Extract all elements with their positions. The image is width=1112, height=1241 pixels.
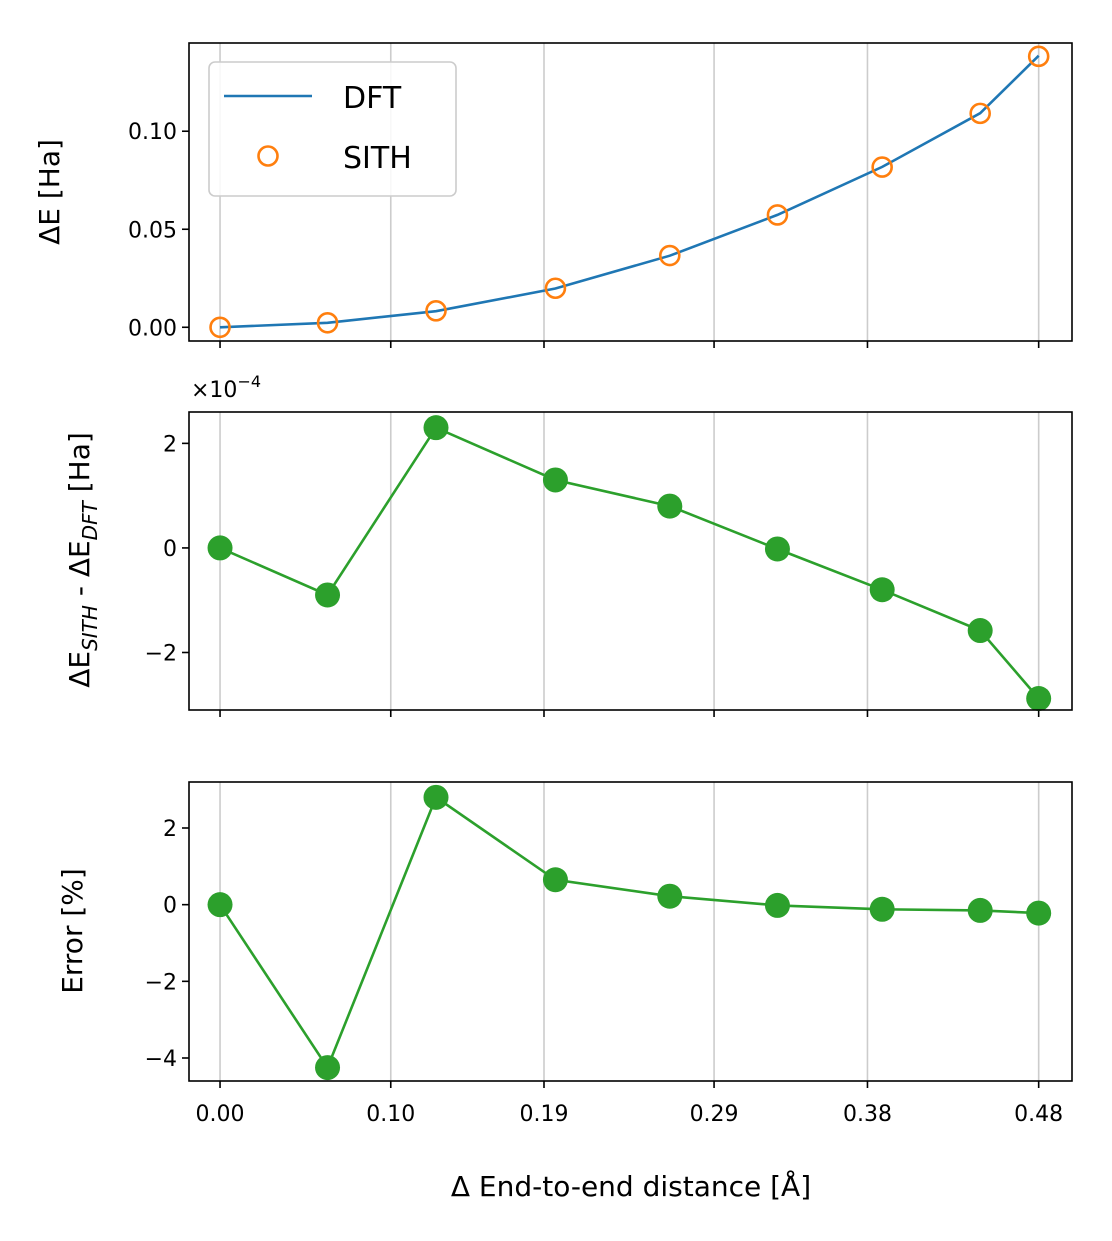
middle-data-point: [315, 582, 341, 608]
middle-y-tick-label: 2: [163, 432, 177, 457]
top-y-axis-label: ΔE [Ha]: [33, 139, 66, 245]
bottom-data-point: [207, 892, 233, 918]
top-sith-point: [316, 311, 339, 334]
middle-y-label-subscript: SITH: [78, 605, 102, 651]
middle-plot-frame: [188, 411, 1073, 711]
middle-panel: −2 0 2: [145, 411, 1073, 717]
bottom-data-point: [967, 897, 993, 923]
bottom-data-point: [315, 1055, 341, 1081]
middle-data-point: [207, 535, 233, 561]
top-sith-point: [658, 244, 681, 267]
bottom-y-tick-label: 0: [163, 894, 177, 919]
top-y-tick-label: 0.00: [128, 316, 177, 341]
middle-y-label-part: [Ha]: [63, 432, 96, 501]
x-tick-label: 0.48: [1014, 1102, 1063, 1127]
middle-data-point: [657, 493, 683, 519]
x-axis-label: Δ End-to-end distance [Å]: [451, 1169, 811, 1203]
middle-data-point: [764, 536, 790, 562]
legend-dft-label: DFT: [343, 81, 402, 116]
bottom-y-tick-label: −4: [145, 1047, 177, 1072]
top-plot-frame: [188, 42, 1073, 342]
bottom-y-axis-label: Error [%]: [56, 868, 89, 994]
middle-series-line: [219, 426, 1040, 700]
top-y-tick-label: 0.10: [128, 120, 177, 145]
bottom-plot-frame: [188, 781, 1073, 1082]
legend-box: [208, 61, 457, 197]
bottom-data-point: [1026, 900, 1052, 926]
bottom-data-point: [423, 784, 449, 810]
middle-y-label-part: ΔE: [63, 651, 96, 688]
bottom-data-point: [657, 883, 683, 909]
top-y-tick-label: 0.05: [128, 218, 177, 243]
middle-y-tick-label: −2: [145, 641, 177, 666]
bottom-y-tick-label: 2: [163, 817, 177, 842]
top-sith-point: [1027, 45, 1050, 68]
middle-y-tick-label: 0: [163, 537, 177, 562]
middle-data-point: [1026, 685, 1052, 711]
top-panel: 0.00 0.05 0.10 DFT SITH: [128, 42, 1073, 348]
middle-y-axis-label: ΔESITH - ΔEDFT [Ha]: [63, 432, 102, 688]
middle-y-label-subscript: DFT: [78, 499, 102, 540]
top-sith-point: [544, 277, 567, 300]
scale-prefix: ×10: [191, 378, 237, 403]
middle-data-point: [423, 415, 449, 441]
x-tick-label: 0.10: [366, 1102, 415, 1127]
legend-sith-swatch: [257, 145, 279, 167]
bottom-panel: −4 −2 0 2 0.00 0.10 0.19 0.29 0.38 0.48: [145, 781, 1073, 1127]
bottom-data-point: [764, 892, 790, 918]
top-sith-point: [425, 300, 447, 322]
top-sith-point: [871, 156, 893, 178]
middle-y-label-part: - ΔE: [63, 540, 96, 605]
middle-data-point: [542, 467, 568, 493]
x-tick-label: 0.38: [843, 1102, 892, 1127]
bottom-y-tick-label: −2: [145, 970, 177, 995]
middle-data-point: [869, 577, 895, 603]
top-sith-point: [969, 102, 991, 125]
x-tick-label: 0.29: [690, 1102, 739, 1127]
bottom-data-point: [869, 896, 895, 922]
middle-scale-factor: ×10−4: [191, 372, 261, 403]
bottom-data-point: [542, 867, 568, 893]
bottom-series-line: [218, 795, 1039, 1071]
legend-sith-label: SITH: [343, 141, 412, 176]
x-tick-label: 0.19: [520, 1102, 569, 1127]
middle-data-point: [967, 618, 993, 644]
scale-exponent: −4: [237, 372, 261, 391]
top-sith-point: [766, 204, 789, 226]
x-tick-label: 0.00: [196, 1102, 245, 1127]
legend: DFT SITH: [208, 61, 457, 197]
top-series-line: [219, 54, 1040, 329]
top-sith-point: [209, 316, 231, 339]
